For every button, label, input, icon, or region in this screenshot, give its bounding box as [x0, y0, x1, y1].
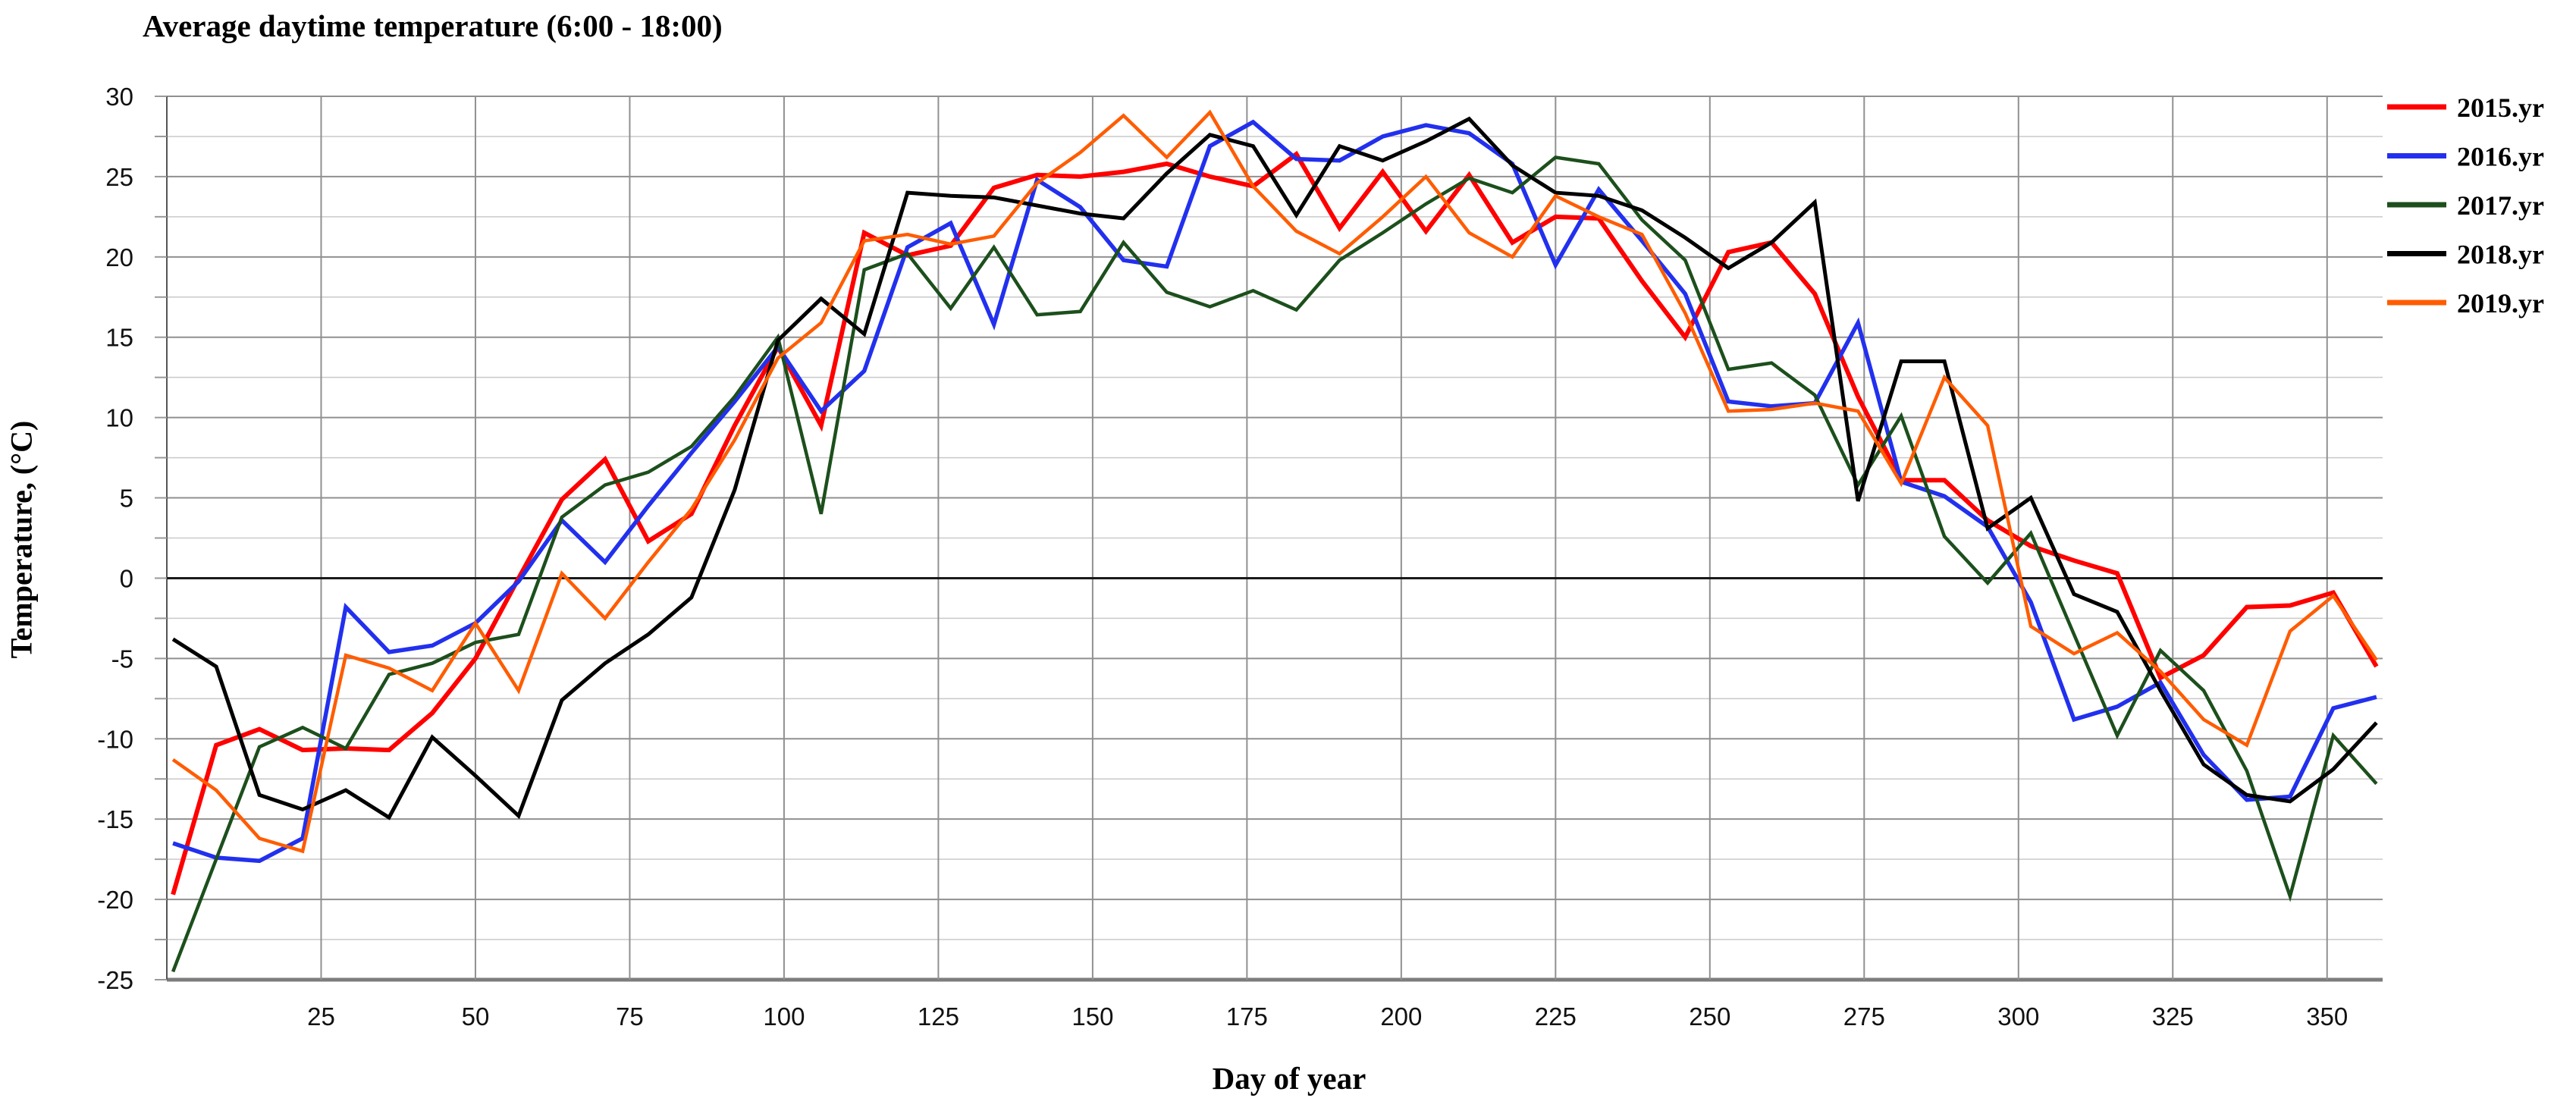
x-tick-label: 225 — [1535, 1002, 1577, 1031]
y-tick-label: -10 — [97, 725, 133, 753]
series-line-2018 — [171, 116, 2378, 820]
y-tick-label: 30 — [105, 83, 133, 111]
legend-label: 2018.yr — [2457, 240, 2544, 270]
x-tick-label: 200 — [1380, 1002, 1422, 1031]
series-line-2015 — [171, 150, 2379, 896]
y-tick-label: 10 — [105, 404, 133, 432]
y-tick-label: -5 — [111, 645, 133, 673]
x-tick-label: 325 — [2152, 1002, 2194, 1031]
x-tick-label: 100 — [763, 1002, 805, 1031]
legend-label: 2017.yr — [2457, 190, 2544, 221]
y-tick-label: 25 — [105, 163, 133, 191]
x-tick-label: 50 — [462, 1002, 490, 1031]
x-tick-label: 350 — [2306, 1002, 2348, 1031]
legend-label: 2015.yr — [2457, 93, 2544, 123]
x-tick-label: 150 — [1072, 1002, 1113, 1031]
x-tick-label: 125 — [918, 1002, 959, 1031]
x-tick-label: 25 — [307, 1002, 335, 1031]
y-tick-label: 0 — [120, 564, 133, 592]
y-tick-label: -25 — [97, 966, 133, 994]
y-axis-title: Temperature, (°C) — [4, 420, 39, 659]
series-line-2019 — [171, 109, 2378, 854]
series-line-2017 — [171, 155, 2378, 973]
y-tick-label: -15 — [97, 805, 133, 833]
chart-title: Average daytime temperature (6:00 - 18:0… — [143, 8, 723, 43]
legend-label: 2016.yr — [2457, 142, 2544, 172]
x-axis-title: Day of year — [1212, 1061, 1366, 1096]
y-tick-label: -20 — [97, 886, 133, 914]
y-tick-label: 5 — [120, 485, 133, 513]
y-tick-label: 15 — [105, 324, 133, 352]
legend-label: 2019.yr — [2457, 288, 2544, 318]
x-tick-label: 275 — [1843, 1002, 1885, 1031]
y-tick-label: 20 — [105, 243, 133, 271]
x-tick-label: 75 — [616, 1002, 644, 1031]
x-tick-label: 300 — [1997, 1002, 2039, 1031]
x-tick-label: 175 — [1226, 1002, 1268, 1031]
series-line-2016 — [172, 119, 2377, 864]
x-tick-label: 250 — [1689, 1002, 1730, 1031]
